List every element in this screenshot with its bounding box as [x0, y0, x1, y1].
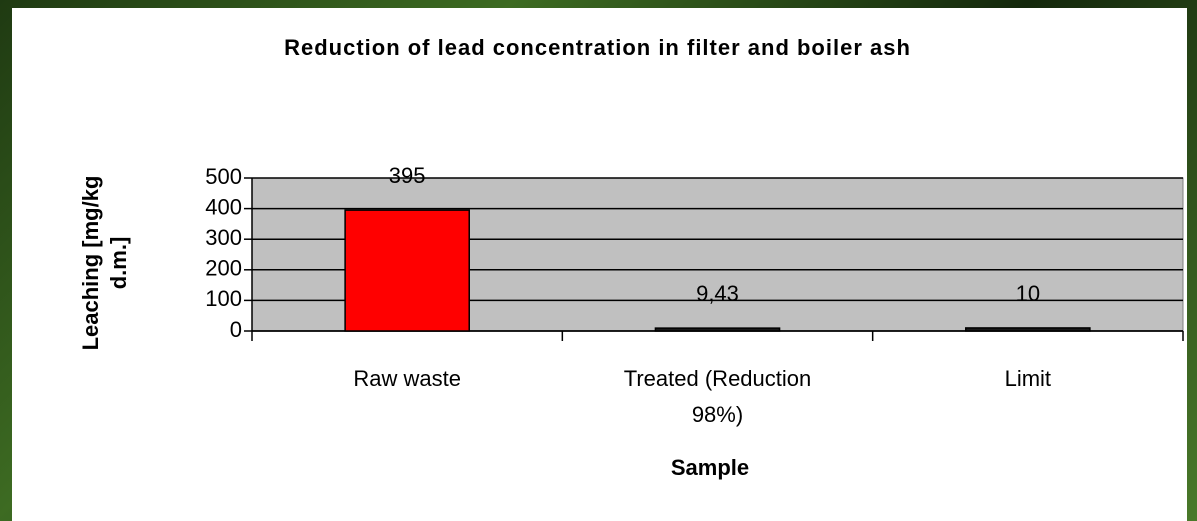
x-axis-label: Sample	[610, 455, 810, 481]
bar	[345, 210, 469, 331]
y-axis-label: Leaching [mg/kg d.m.]	[77, 148, 133, 378]
value-label: 9,43	[696, 281, 739, 306]
x-tick-label: Treated (Reduction 98%)	[618, 361, 818, 433]
x-tick-label: Raw waste	[307, 361, 507, 397]
bar	[655, 328, 779, 331]
chart-title: Reduction of lead concentration in filte…	[150, 30, 1045, 66]
value-label: 10	[1016, 281, 1040, 306]
y-tick-label: 200	[205, 256, 242, 281]
y-tick-label: 0	[230, 317, 242, 342]
y-tick-label: 300	[205, 225, 242, 250]
y-tick-label: 500	[205, 164, 242, 189]
page: 0 100 200 300 400 500 395 9,43 10 Reduction of l…	[0, 0, 1197, 521]
value-label: 395	[389, 163, 426, 188]
bar	[966, 328, 1090, 331]
chart: 0 100 200 300 400 500 395 9,43 10	[0, 0, 1197, 521]
x-tick-label: Limit	[928, 361, 1128, 397]
y-tick-label: 400	[205, 194, 242, 219]
y-tick-label: 100	[205, 286, 242, 311]
